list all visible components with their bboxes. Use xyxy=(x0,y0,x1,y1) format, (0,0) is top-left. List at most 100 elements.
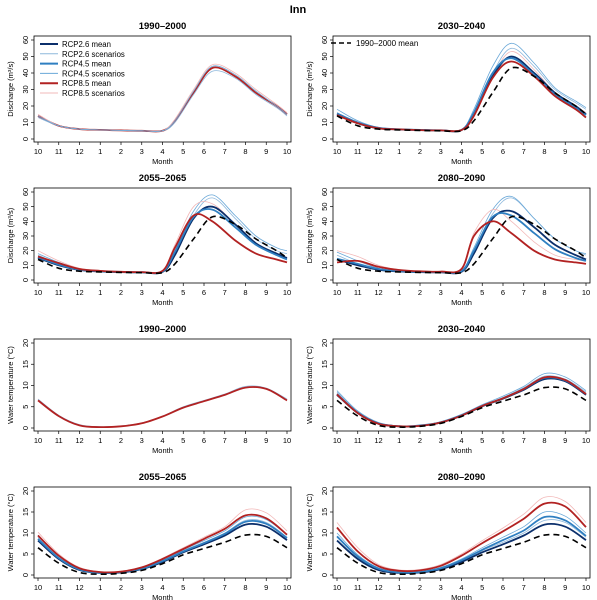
series-line xyxy=(336,375,587,428)
y-tick-label: 40 xyxy=(320,69,329,77)
series-line xyxy=(336,375,587,427)
x-tick-label: 6 xyxy=(501,288,505,297)
y-tick-label: 5 xyxy=(21,405,30,409)
legend-baseline-label: 1990–2000 mean xyxy=(356,39,418,48)
x-tick-label: 4 xyxy=(459,147,463,156)
x-tick-label: 10 xyxy=(34,147,42,156)
y-tick-label: 5 xyxy=(320,552,329,556)
series-line xyxy=(37,513,288,574)
x-tick-label: 7 xyxy=(522,583,526,592)
series-line xyxy=(37,213,288,274)
x-tick-label: 3 xyxy=(439,583,443,592)
x-tick-label: 4 xyxy=(459,288,463,297)
x-tick-label: 9 xyxy=(563,147,567,156)
y-tick-label: 20 xyxy=(21,102,30,110)
series-line xyxy=(336,377,587,428)
x-tick-label: 10 xyxy=(333,147,341,156)
y-tick-label: 60 xyxy=(320,188,329,196)
x-tick-label: 5 xyxy=(181,288,185,297)
x-tick-label: 12 xyxy=(75,147,83,156)
panel-title: 1990–2000 xyxy=(139,21,187,32)
x-tick-label: 6 xyxy=(202,288,206,297)
panel-title: 2030–2040 xyxy=(438,21,486,32)
series-line xyxy=(336,215,587,275)
x-tick-label: 7 xyxy=(223,436,227,445)
y-tick-label: 0 xyxy=(21,573,30,577)
y-tick-label: 20 xyxy=(21,339,30,347)
x-tick-label: 11 xyxy=(55,147,63,156)
series-line xyxy=(336,376,587,427)
series-line xyxy=(336,220,587,274)
series-line xyxy=(37,208,288,275)
x-tick-label: 2 xyxy=(418,147,422,156)
y-tick-label: 15 xyxy=(320,508,329,516)
series-line xyxy=(336,533,587,576)
y-tick-label: 10 xyxy=(21,529,30,537)
x-tick-label: 3 xyxy=(439,436,443,445)
x-tick-label: 6 xyxy=(501,583,505,592)
y-tick-label: 10 xyxy=(320,261,329,269)
x-tick-label: 10 xyxy=(34,288,42,297)
x-axis-label: Month xyxy=(451,446,472,455)
y-tick-label: 10 xyxy=(21,381,30,389)
y-tick-label: 0 xyxy=(320,137,329,141)
x-tick-label: 10 xyxy=(582,147,590,156)
y-tick-label: 20 xyxy=(320,339,329,347)
x-tick-label: 1 xyxy=(397,147,401,156)
panel-title: 1990–2000 xyxy=(139,324,187,335)
y-tick-label: 10 xyxy=(320,381,329,389)
series-line xyxy=(336,60,587,133)
x-tick-label: 8 xyxy=(542,436,546,445)
x-tick-label: 7 xyxy=(522,436,526,445)
x-tick-label: 11 xyxy=(55,583,63,592)
legend-label: RCP2.6 mean xyxy=(62,40,111,49)
figure-title: Inn xyxy=(290,4,307,16)
y-axis-label: Water temperature (°C) xyxy=(305,346,314,424)
x-axis-label: Month xyxy=(451,593,472,600)
y-tick-label: 40 xyxy=(320,217,329,225)
x-tick-label: 10 xyxy=(333,288,341,297)
x-tick-label: 11 xyxy=(55,436,63,445)
x-tick-label: 10 xyxy=(333,436,341,445)
y-tick-label: 0 xyxy=(320,278,329,282)
panel-title: 2030–2040 xyxy=(438,324,486,335)
x-tick-label: 3 xyxy=(439,288,443,297)
y-axis-label: Discharge (m³/s) xyxy=(305,207,314,263)
x-tick-label: 6 xyxy=(501,436,505,445)
x-tick-label: 2 xyxy=(119,288,123,297)
y-tick-label: 60 xyxy=(21,188,30,196)
series-line xyxy=(336,197,587,274)
x-tick-label: 1 xyxy=(98,288,102,297)
series-line xyxy=(336,57,587,133)
x-tick-label: 10 xyxy=(582,583,590,592)
x-tick-label: 3 xyxy=(140,288,144,297)
x-tick-label: 7 xyxy=(223,583,227,592)
y-axis-label: Discharge (m³/s) xyxy=(6,61,15,117)
x-tick-label: 3 xyxy=(140,436,144,445)
panel-title: 2080–2090 xyxy=(438,173,486,184)
x-tick-label: 11 xyxy=(354,436,362,445)
x-tick-label: 7 xyxy=(522,288,526,297)
x-tick-label: 10 xyxy=(34,583,42,592)
x-axis-label: Month xyxy=(152,298,173,307)
y-tick-label: 20 xyxy=(320,102,329,110)
x-tick-label: 7 xyxy=(223,147,227,156)
x-tick-label: 12 xyxy=(374,147,382,156)
series-line xyxy=(336,386,587,428)
series-line xyxy=(37,65,288,132)
x-axis-label: Month xyxy=(152,446,173,455)
y-tick-label: 15 xyxy=(21,360,30,368)
y-tick-label: 20 xyxy=(21,246,30,254)
x-tick-label: 6 xyxy=(202,583,206,592)
x-tick-label: 12 xyxy=(374,583,382,592)
x-tick-label: 9 xyxy=(264,288,268,297)
x-tick-label: 10 xyxy=(283,583,291,592)
y-tick-label: 50 xyxy=(21,202,30,210)
series-line xyxy=(336,376,587,428)
y-tick-label: 10 xyxy=(21,261,30,269)
series-line xyxy=(336,212,587,274)
series-line xyxy=(336,501,587,573)
